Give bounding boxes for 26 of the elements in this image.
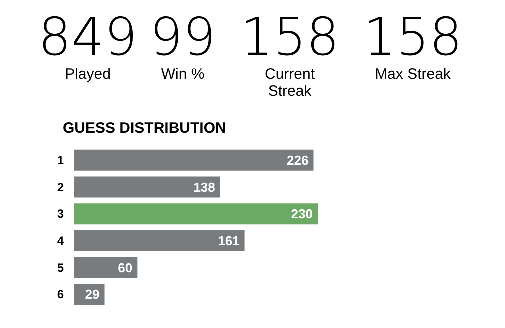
bar bbox=[74, 230, 245, 252]
bar bbox=[74, 150, 314, 171]
data-label: 226 bbox=[287, 152, 309, 168]
data-label: 60 bbox=[118, 260, 133, 276]
text: Current Streak bbox=[264, 66, 316, 100]
y-tick-label: 3 bbox=[57, 207, 64, 222]
text: 158 bbox=[363, 8, 463, 68]
text: 849 bbox=[38, 8, 138, 68]
y-tick-label: 6 bbox=[57, 288, 64, 302]
y-tick-label: 1 bbox=[57, 153, 64, 168]
y-tick-label: 4 bbox=[57, 234, 64, 248]
bar bbox=[74, 176, 220, 198]
data-label: 138 bbox=[194, 180, 216, 195]
data-label: 230 bbox=[291, 206, 313, 222]
y-tick-label: 2 bbox=[57, 180, 64, 194]
text: 158 bbox=[240, 8, 340, 68]
text: 99 bbox=[150, 8, 216, 68]
text: Played bbox=[64, 66, 112, 83]
bar bbox=[74, 204, 318, 225]
text: Win % bbox=[160, 66, 206, 83]
text: Max Streak bbox=[374, 66, 452, 83]
bar bbox=[74, 257, 138, 278]
chart-title: GUESS DISTRIBUTION bbox=[63, 120, 226, 137]
data-label: 29 bbox=[85, 287, 100, 302]
data-label: 161 bbox=[218, 233, 240, 248]
y-tick-label: 5 bbox=[57, 260, 64, 275]
